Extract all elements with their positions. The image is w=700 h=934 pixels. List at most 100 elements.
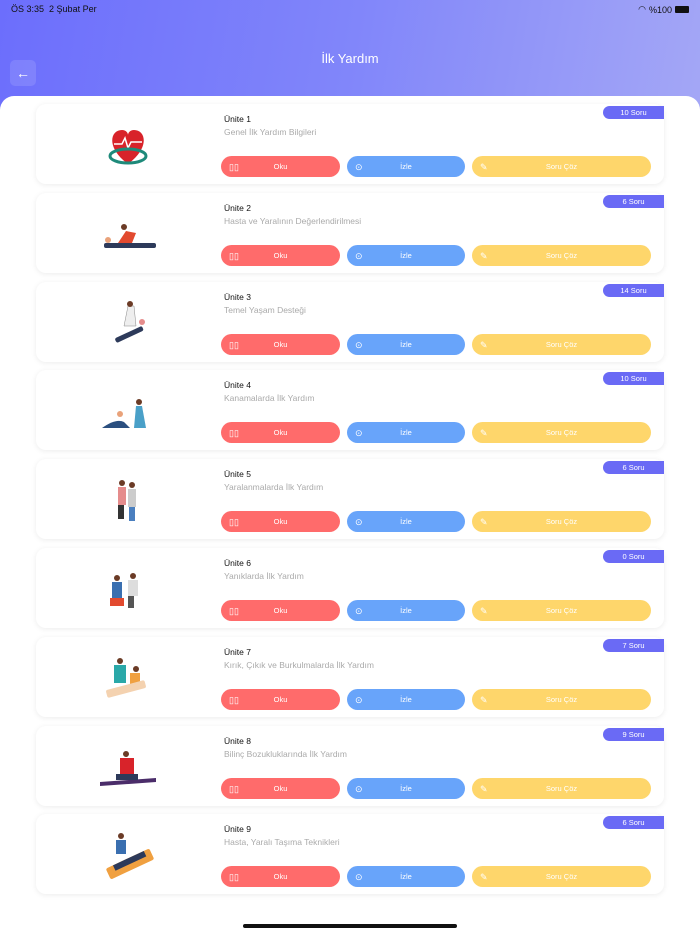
question-count-badge: 0 Soru (603, 550, 664, 563)
edit-icon: ✎ (480, 872, 488, 883)
quiz-label: Soru Çöz (545, 339, 578, 349)
date: 2 Şubat Per (49, 4, 97, 14)
unit-illustration (104, 223, 156, 248)
quiz-button[interactable]: ✎ Soru Çöz (472, 511, 651, 533)
quiz-button[interactable]: ✎ Soru Çöz (472, 866, 651, 888)
read-button[interactable]: ▯▯ Oku (221, 511, 340, 533)
unit-card[interactable]: 6 Soru Ünite 9 Hasta, Yaralı Taşıma Tekn… (36, 814, 664, 895)
book-icon: ▯▯ (229, 517, 239, 528)
unit-illustration (108, 130, 148, 165)
unit-subtitle: Bilinç Bozukluklarında İlk Yardım (224, 748, 347, 759)
quiz-label: Soru Çöz (545, 606, 578, 615)
question-count-badge: 10 Soru (603, 372, 664, 386)
quiz-label: Soru Çöz (545, 428, 578, 438)
quiz-button[interactable]: ✎ Soru Çöz (472, 777, 651, 799)
status-right: ◠ %100 (638, 4, 689, 15)
edit-icon: ✎ (480, 783, 488, 794)
wifi-icon: ◠ (638, 4, 646, 14)
unit-card[interactable]: 10 Soru Ünite 1 Genel İlk Yardım Bilgile… (36, 104, 664, 184)
quiz-button[interactable]: ✎ Soru Çöz (472, 244, 651, 266)
edit-icon: ✎ (480, 694, 488, 705)
unit-card[interactable]: 7 Soru Ünite 7 Kırık, Çıkık ve Burkulmal… (36, 636, 664, 717)
edit-icon: ✎ (480, 428, 488, 439)
watch-label: İzle (400, 162, 412, 171)
book-icon: ▯▯ (229, 872, 239, 883)
quiz-button[interactable]: ✎ Soru Çöz (472, 688, 651, 710)
page-title: İlk Yardım (321, 51, 379, 66)
quiz-label: Soru Çöz (545, 872, 578, 882)
watch-label: İzle (400, 250, 412, 260)
read-button[interactable]: ▯▯ Oku (221, 244, 340, 266)
read-button[interactable]: ▯▯ Oku (221, 866, 340, 888)
unit-subtitle: Genel İlk Yardım Bilgileri (224, 127, 317, 137)
watch-label: İzle (400, 694, 412, 704)
watch-button[interactable]: ⊙ İzle (347, 244, 465, 266)
unit-title: Ünite 6 (224, 558, 251, 568)
watch-button[interactable]: ⊙ İzle (347, 422, 465, 444)
status-bar: ÖS 3:35 2 Şubat Per ◠ %100 (11, 4, 689, 15)
watch-label: İzle (400, 783, 412, 793)
watch-button[interactable]: ⊙ İzle (347, 777, 465, 799)
question-count-badge: 10 Soru (603, 106, 664, 119)
quiz-button[interactable]: ✎ Soru Çöz (472, 156, 651, 177)
arrow-left-icon: ← (16, 65, 30, 81)
read-label: Oku (273, 694, 288, 704)
unit-subtitle: Hasta, Yaralı Taşıma Teknikleri (224, 837, 340, 848)
unit-subtitle: Yanıklarda İlk Yardım (224, 571, 304, 581)
unit-subtitle: Kırık, Çıkık ve Burkulmalarda İlk Yardım (224, 659, 374, 670)
read-label: Oku (273, 783, 288, 793)
read-label: Oku (273, 339, 288, 349)
watch-button[interactable]: ⊙ İzle (347, 156, 465, 177)
unit-card[interactable]: 10 Soru Ünite 4 Kanamalarda İlk Yardım ▯… (36, 370, 664, 451)
book-icon: ▯▯ (229, 250, 239, 261)
book-icon: ▯▯ (229, 783, 239, 794)
question-count-badge: 9 Soru (603, 727, 664, 741)
quiz-button[interactable]: ✎ Soru Çöz (472, 422, 651, 444)
read-button[interactable]: ▯▯ Oku (221, 600, 340, 621)
unit-card[interactable]: 6 Soru Ünite 5 Yaralanmalarda İlk Yardım… (36, 459, 664, 540)
unit-title: Ünite 3 (224, 291, 251, 302)
read-label: Oku (273, 517, 288, 527)
play-icon: ⊙ (355, 694, 363, 705)
unit-title: Ünite 1 (224, 114, 251, 124)
edit-icon: ✎ (480, 606, 488, 616)
watch-button[interactable]: ⊙ İzle (347, 600, 465, 621)
read-button[interactable]: ▯▯ Oku (221, 688, 340, 710)
quiz-button[interactable]: ✎ Soru Çöz (472, 333, 651, 355)
battery-text: %100 (648, 4, 672, 15)
read-button[interactable]: ▯▯ Oku (221, 777, 340, 799)
unit-illustration (110, 573, 138, 608)
watch-label: İzle (400, 872, 412, 882)
unit-subtitle: Yaralanmalarda İlk Yardım (224, 482, 324, 493)
unit-card[interactable]: 9 Soru Ünite 8 Bilinç Bozukluklarında İl… (36, 725, 664, 806)
time: ÖS 3:35 (11, 4, 45, 14)
read-label: Oku (273, 162, 288, 171)
back-button[interactable]: ← (10, 60, 36, 86)
quiz-button[interactable]: ✎ Soru Çöz (472, 600, 651, 621)
edit-icon: ✎ (480, 517, 488, 528)
read-label: Oku (273, 872, 288, 882)
question-count-badge: 6 Soru (603, 194, 664, 208)
play-icon: ⊙ (355, 783, 363, 794)
unit-illustration (115, 300, 145, 342)
watch-button[interactable]: ⊙ İzle (347, 333, 465, 355)
unit-illustration (106, 657, 146, 698)
read-button[interactable]: ▯▯ Oku (221, 156, 340, 177)
unit-illustration (102, 399, 146, 429)
read-label: Oku (273, 428, 288, 438)
read-button[interactable]: ▯▯ Oku (221, 422, 340, 444)
watch-label: İzle (400, 517, 412, 527)
watch-button[interactable]: ⊙ İzle (347, 511, 465, 533)
unit-card[interactable]: 14 Soru Ünite 3 Temel Yaşam Desteği ▯▯ Ok… (36, 281, 664, 362)
question-count-badge: 6 Soru (603, 816, 664, 830)
watch-label: İzle (400, 428, 412, 438)
unit-title: Ünite 5 (224, 469, 251, 480)
watch-button[interactable]: ⊙ İzle (347, 866, 465, 888)
battery-icon (675, 6, 689, 13)
unit-card[interactable]: 6 Soru Ünite 2 Hasta ve Yaralının Değerl… (36, 192, 664, 273)
unit-title: Ünite 9 (224, 824, 251, 835)
watch-button[interactable]: ⊙ İzle (347, 688, 465, 710)
read-button[interactable]: ▯▯ Oku (221, 333, 340, 355)
unit-card[interactable]: 0 Soru Ünite 6 Yanıklarda İlk Yardım ▯▯ O… (36, 548, 664, 628)
play-icon: ⊙ (355, 517, 363, 528)
